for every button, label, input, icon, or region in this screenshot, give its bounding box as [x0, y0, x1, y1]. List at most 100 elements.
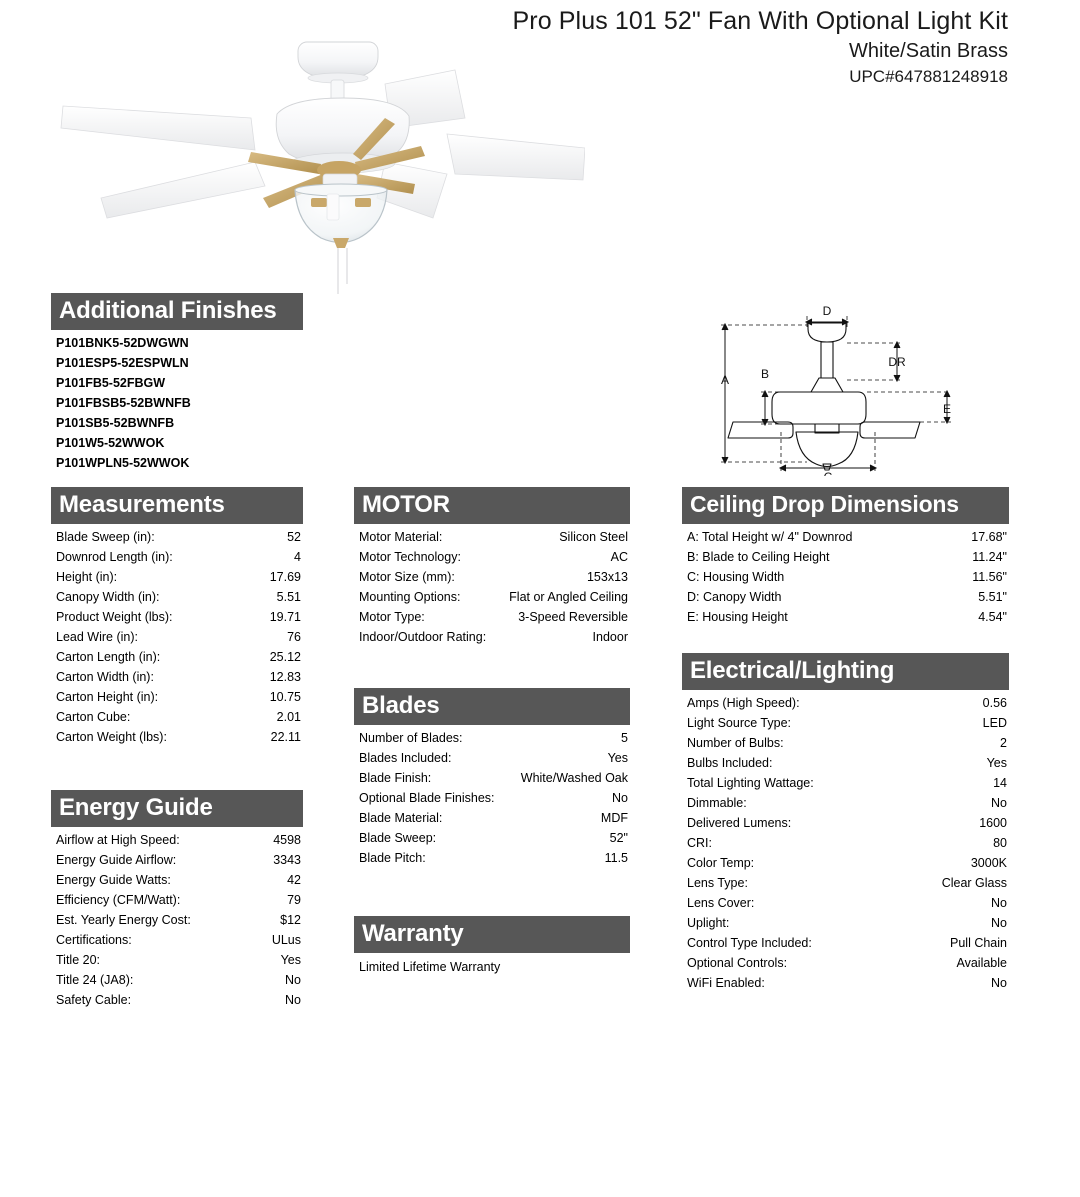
row-label: E: Housing Height — [687, 610, 788, 624]
row-label: Delivered Lumens: — [687, 816, 792, 830]
list-item: P101FBSB5-52BWNFB — [56, 396, 191, 410]
row-label: Lens Type: — [687, 876, 748, 890]
row-label: Blades Included: — [359, 751, 452, 765]
ceiling-drop-diagram: A B C D E DR — [695, 296, 1015, 476]
row-label: Downrod Length (in): — [56, 550, 173, 564]
row-label: Optional Controls: — [687, 956, 788, 970]
row-value: ULus — [271, 933, 301, 947]
diagram-label-e: E — [943, 402, 951, 416]
table-row: Lead Wire (in): 76 — [51, 627, 303, 647]
row-value: Yes — [607, 751, 628, 765]
row-value: Indoor — [592, 630, 628, 644]
ceiling-drop-heading: Ceiling Drop Dimensions — [682, 487, 1009, 524]
table-row: Control Type Included: Pull Chain — [682, 933, 1009, 953]
table-row: Optional Controls: Available — [682, 953, 1009, 973]
table-row: Amps (High Speed): 0.56 — [682, 693, 1009, 713]
electrical-lighting-section: Electrical/Lighting Amps (High Speed): 0.… — [682, 653, 1009, 993]
row-label: C: Housing Width — [687, 570, 785, 584]
warranty-section: Warranty Limited Lifetime Warranty — [354, 916, 630, 977]
table-row: Lens Cover: No — [682, 893, 1009, 913]
row-value: 11.24" — [972, 550, 1007, 564]
ceiling-drop-section: Ceiling Drop Dimensions A: Total Height … — [682, 487, 1009, 627]
row-value: AC — [610, 550, 628, 564]
table-row: C: Housing Width 11.56" — [682, 567, 1009, 587]
table-row: CRI: 80 — [682, 833, 1009, 853]
row-label: Efficiency (CFM/Watt): — [56, 893, 181, 907]
row-value: Flat or Angled Ceiling — [509, 590, 628, 604]
list-item: P101BNK5-52DWGWN — [56, 336, 189, 350]
row-value: 1600 — [979, 816, 1007, 830]
energy-guide-heading: Energy Guide — [51, 790, 303, 827]
table-row: B: Blade to Ceiling Height 11.24" — [682, 547, 1009, 567]
row-value: $12 — [280, 913, 301, 927]
diagram-label-a: A — [721, 373, 729, 387]
table-row: E: Housing Height 4.54" — [682, 607, 1009, 627]
row-label: Optional Blade Finishes: — [359, 791, 495, 805]
table-row: Certifications: ULus — [51, 930, 303, 950]
table-row: Energy Guide Airflow: 3343 — [51, 850, 303, 870]
row-value: No — [991, 916, 1007, 930]
diagram-label-d: D — [823, 304, 832, 318]
row-value: 5 — [621, 731, 628, 745]
product-finish: White/Satin Brass — [849, 40, 1008, 62]
row-label: Blade Pitch: — [359, 851, 426, 865]
motor-table: Motor Material: Silicon Steel Motor Techn… — [354, 524, 630, 647]
row-label: Control Type Included: — [687, 936, 812, 950]
table-row: Canopy Width (in): 5.51 — [51, 587, 303, 607]
row-value: 22.11 — [270, 730, 301, 744]
row-label: D: Canopy Width — [687, 590, 782, 604]
row-value: 14 — [993, 776, 1007, 790]
table-row: Lens Type: Clear Glass — [682, 873, 1009, 893]
row-label: Motor Size (mm): — [359, 570, 455, 584]
row-value: White/Washed Oak — [520, 771, 628, 785]
row-value: LED — [982, 716, 1007, 730]
row-value: No — [285, 973, 301, 987]
row-label: Certifications: — [56, 933, 132, 947]
table-row: Motor Material: Silicon Steel — [354, 527, 630, 547]
measurements-heading: Measurements — [51, 487, 303, 524]
row-label: Energy Guide Airflow: — [56, 853, 177, 867]
product-photo — [55, 22, 585, 297]
row-label: Number of Blades: — [359, 731, 463, 745]
row-value: 12.83 — [269, 670, 301, 684]
table-row: Blades Included: Yes — [354, 748, 630, 768]
table-row: Safety Cable: No — [51, 990, 303, 1010]
row-label: Height (in): — [56, 570, 118, 584]
row-label: B: Blade to Ceiling Height — [687, 550, 830, 564]
row-value: 0.56 — [982, 696, 1007, 710]
table-row: Efficiency (CFM/Watt): 79 — [51, 890, 303, 910]
table-row: Downrod Length (in): 4 — [51, 547, 303, 567]
row-value: 4598 — [273, 833, 301, 847]
diagram-label-c: C — [824, 470, 833, 476]
electrical-lighting-heading: Electrical/Lighting — [682, 653, 1009, 690]
row-label: Safety Cable: — [56, 993, 132, 1007]
table-row: WiFi Enabled: No — [682, 973, 1009, 993]
row-label: Title 24 (JA8): — [56, 973, 134, 987]
table-row: Energy Guide Watts: 42 — [51, 870, 303, 890]
additional-finishes-list: P101BNK5-52DWGWN P101ESP5-52ESPWLN P101F… — [51, 330, 303, 473]
row-value: 3343 — [273, 853, 301, 867]
table-row: Blade Material: MDF — [354, 808, 630, 828]
row-label: Number of Bulbs: — [687, 736, 784, 750]
row-label: Motor Type: — [359, 610, 425, 624]
table-row: Motor Type: 3-Speed Reversible — [354, 607, 630, 627]
table-row: Mounting Options: Flat or Angled Ceiling — [354, 587, 630, 607]
ceiling-drop-table: A: Total Height w/ 4" Downrod 17.68" B: B… — [682, 524, 1009, 627]
product-upc: UPC#647881248918 — [849, 67, 1008, 86]
table-row: Delivered Lumens: 1600 — [682, 813, 1009, 833]
row-label: Product Weight (lbs): — [56, 610, 173, 624]
row-value: No — [612, 791, 628, 805]
table-row: Blade Sweep (in): 52 — [51, 527, 303, 547]
row-label: Dimmable: — [687, 796, 747, 810]
row-label: Uplight: — [687, 916, 730, 930]
table-row: Dimmable: No — [682, 793, 1009, 813]
row-value: 4.54" — [978, 610, 1007, 624]
row-label: Color Temp: — [687, 856, 755, 870]
warranty-heading: Warranty — [354, 916, 630, 953]
table-row: Product Weight (lbs): 19.71 — [51, 607, 303, 627]
table-row: Title 20: Yes — [51, 950, 303, 970]
list-item: P101FB5-52FBGW — [56, 376, 166, 390]
row-label: Canopy Width (in): — [56, 590, 160, 604]
row-value: 5.51 — [276, 590, 301, 604]
list-item: P101WPLN5-52WWOK — [56, 456, 190, 470]
